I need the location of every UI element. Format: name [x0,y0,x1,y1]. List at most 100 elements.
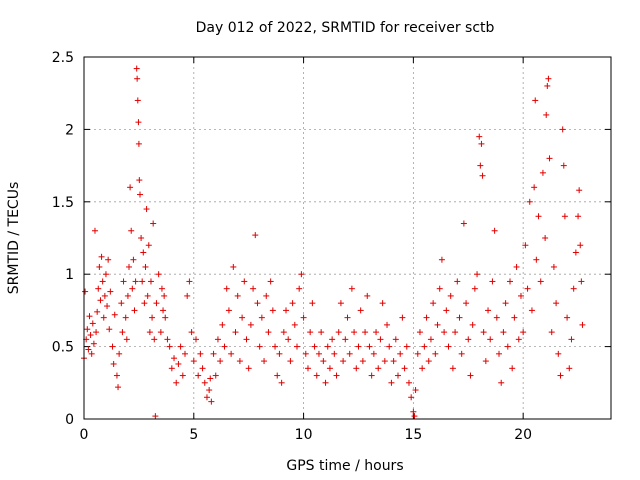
data-point [493,314,500,321]
data-point [335,329,342,336]
data-point [111,311,118,318]
data-point [474,271,481,278]
data-point [263,292,270,299]
data-point [250,285,257,292]
data-point [247,321,254,328]
data-point [267,278,274,285]
data-point [500,329,507,336]
data-point [362,329,369,336]
data-point [232,329,239,336]
data-point [326,365,333,372]
data-point [535,213,542,220]
data-point [452,329,459,336]
data-point [179,372,186,379]
data-point [560,162,567,169]
data-point [84,326,91,333]
data-point [366,343,373,350]
data-point [307,329,314,336]
data-point [487,336,494,343]
data-point [370,350,377,357]
data-point [261,358,268,365]
data-point [139,278,146,285]
data-point [320,358,327,365]
data-point [324,343,331,350]
data-point [239,314,246,321]
data-point [434,321,441,328]
data-point [188,329,195,336]
data-point [102,271,109,278]
data-point [243,336,250,343]
data-point [89,320,96,327]
data-point [182,350,189,357]
data-point [340,358,347,365]
data-point [152,413,159,420]
data-point [116,350,123,357]
data-point [134,97,141,104]
data-point [217,358,224,365]
data-point [359,358,366,365]
data-point [351,329,358,336]
data-point [230,263,237,270]
data-point [296,285,303,292]
data-point [105,256,112,263]
y-tick-label: 1 [65,267,74,283]
data-point [134,75,141,82]
data-point [390,358,397,365]
data-point [531,184,538,191]
data-point [524,285,531,292]
data-point [357,307,364,314]
data-point [553,300,560,307]
data-point [166,343,173,350]
data-point [454,278,461,285]
data-point [537,278,544,285]
data-point [142,263,149,270]
data-point [471,285,478,292]
data-point [145,242,152,249]
data-point [144,292,151,299]
data-point [171,355,178,362]
data-point [234,292,241,299]
data-point [476,133,483,140]
data-point [555,350,562,357]
data-point [236,358,243,365]
data-point [256,343,263,350]
data-point [146,329,153,336]
data-point [539,169,546,176]
data-point [109,343,116,350]
data-point [155,271,162,278]
data-point [509,365,516,372]
data-point [94,308,101,315]
data-point [561,213,568,220]
data-point [513,263,520,270]
data-point [298,271,305,278]
data-point [124,292,131,299]
data-point [373,329,380,336]
data-point [416,329,423,336]
data-point [131,307,138,314]
data-point [82,288,89,295]
data-point [430,300,437,307]
data-point [502,300,509,307]
grid [84,57,611,419]
data-point [346,350,353,357]
data-point [85,346,92,353]
x-tick-label: 20 [514,427,532,443]
x-tick-label: 0 [80,427,89,443]
data-point [291,321,298,328]
data-point [158,285,165,292]
data-point [485,307,492,314]
data-point [408,394,415,401]
data-point [368,372,375,379]
data-point [379,300,386,307]
data-point [136,177,143,184]
data-point [392,336,399,343]
data-point [186,278,193,285]
data-point [206,387,213,394]
data-point [337,300,344,307]
data-point [331,350,338,357]
data-point [557,372,564,379]
data-point [184,292,191,299]
data-point [542,235,549,241]
data-point [377,336,384,343]
